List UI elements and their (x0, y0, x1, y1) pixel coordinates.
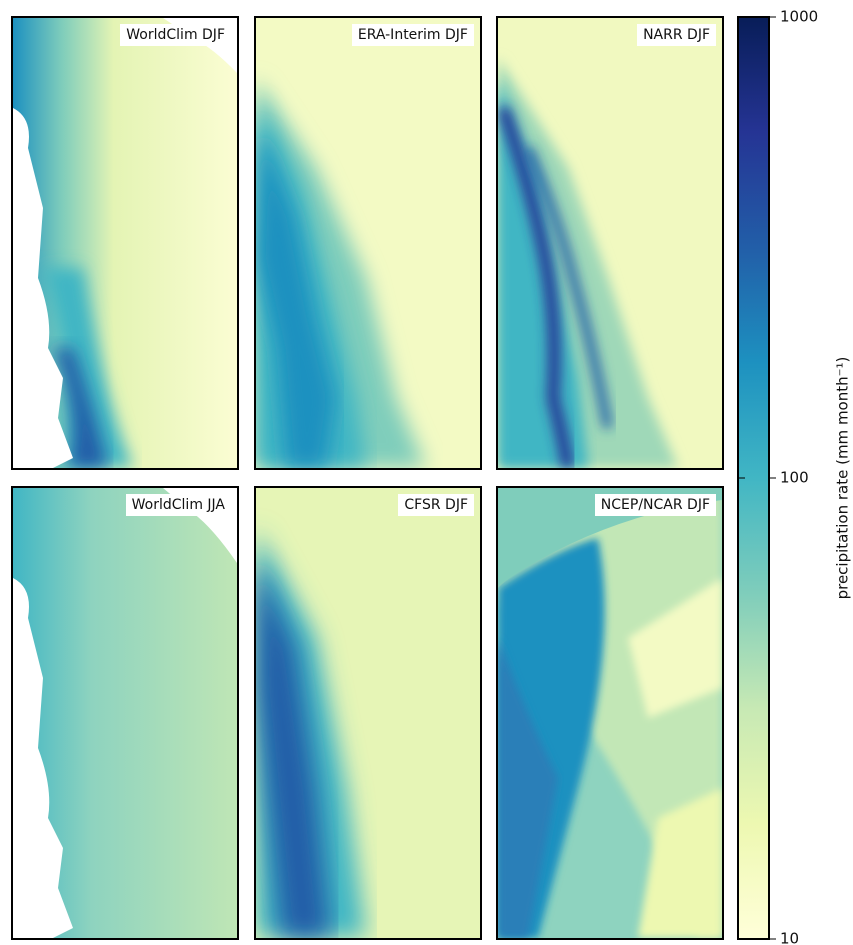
panel-title: WorldClim DJF (120, 24, 231, 46)
map (13, 18, 237, 468)
tick-label: 1000 (780, 8, 818, 26)
map (256, 488, 480, 938)
map-panel: NARR DJF (496, 16, 724, 470)
tick-label: 10 (780, 930, 799, 945)
map-panel: NCEP/NCAR DJF (496, 486, 724, 940)
panel-title: NARR DJF (637, 24, 716, 46)
map (498, 18, 722, 468)
panel-title: CFSR DJF (398, 494, 474, 516)
map-panel: ERA-Interim DJF (254, 16, 482, 470)
map-panel: WorldClim JJA (11, 486, 239, 940)
map (256, 18, 480, 468)
panel-title: ERA-Interim DJF (351, 24, 474, 46)
map-panel: CFSR DJF (254, 486, 482, 940)
panel-title: NCEP/NCAR DJF (594, 494, 716, 516)
tick-label: 100 (780, 469, 809, 487)
map (498, 488, 722, 938)
map (13, 488, 237, 938)
panel-title: WorldClim JJA (125, 494, 231, 516)
colorbar-label: precipitation rate (mm month⁻¹) (834, 357, 852, 600)
map-panel: WorldClim DJF (11, 16, 239, 470)
